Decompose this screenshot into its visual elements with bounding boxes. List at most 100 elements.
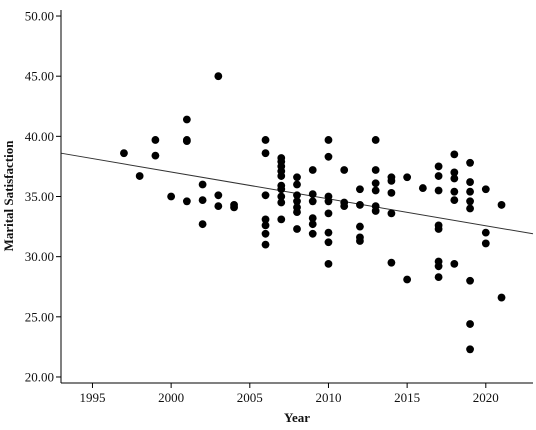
data-point [324, 209, 333, 218]
data-point [403, 275, 412, 284]
x-tick-label: 2000 [158, 390, 184, 405]
data-point [466, 276, 474, 285]
data-point [277, 172, 286, 180]
y-tick-label: 30.00 [25, 249, 54, 264]
data-point [434, 186, 443, 195]
data-point [466, 345, 474, 354]
data-point [466, 158, 474, 167]
y-tick-label: 40.00 [25, 129, 54, 144]
data-point [214, 191, 223, 200]
x-tick-label: 2010 [315, 390, 341, 405]
data-point [356, 237, 364, 245]
data-point [324, 238, 333, 247]
y-tick-label: 45.00 [25, 69, 54, 84]
data-point [466, 197, 474, 206]
data-point [293, 197, 301, 206]
data-point [182, 197, 191, 206]
data-point [387, 176, 396, 185]
data-point [434, 225, 443, 233]
data-point [387, 258, 396, 267]
data-point [293, 191, 301, 200]
data-point [324, 197, 333, 206]
data-point [434, 273, 443, 282]
x-tick-label: 2020 [473, 390, 499, 405]
y-tick-label: 35.00 [25, 189, 54, 204]
data-point [308, 229, 317, 238]
x-tick-label: 1995 [79, 390, 105, 405]
data-point [277, 192, 286, 201]
data-point [277, 198, 286, 207]
data-point [356, 222, 364, 231]
data-point [308, 166, 317, 174]
data-point [466, 320, 474, 328]
data-point [293, 180, 301, 189]
data-point [261, 191, 270, 200]
data-point [324, 136, 333, 144]
data-point [371, 136, 380, 144]
data-point [450, 168, 459, 177]
data-point [261, 136, 270, 144]
data-point [261, 221, 270, 230]
data-point [182, 115, 191, 124]
data-point [151, 136, 160, 144]
data-point [481, 185, 490, 194]
data-point [120, 149, 128, 158]
y-tick-label: 50.00 [25, 9, 54, 24]
data-point [277, 185, 286, 194]
data-point [450, 174, 459, 183]
data-point [481, 239, 490, 248]
data-point [198, 180, 207, 189]
data-point [308, 197, 317, 206]
data-point [434, 262, 443, 271]
data-point [387, 209, 396, 218]
data-point [356, 201, 364, 209]
data-point [466, 187, 474, 196]
data-point [450, 187, 459, 196]
x-axis-title: Year [284, 410, 310, 425]
data-point [450, 150, 459, 159]
data-point [293, 225, 301, 233]
data-point [497, 201, 506, 209]
data-point [371, 207, 380, 215]
y-axis-title: Marital Satisfaction [1, 140, 16, 252]
data-point [403, 173, 412, 182]
data-point [324, 228, 333, 237]
data-point [308, 220, 317, 229]
data-point [434, 162, 443, 171]
y-tick-label: 20.00 [25, 369, 54, 384]
data-point [198, 220, 207, 229]
data-point [340, 166, 349, 174]
data-point [198, 196, 207, 205]
data-point [450, 196, 459, 205]
data-point [261, 215, 270, 224]
data-point [261, 240, 270, 249]
data-point [324, 152, 333, 161]
data-point [340, 202, 349, 211]
data-point [497, 293, 506, 302]
data-point [387, 188, 396, 197]
data-point [450, 259, 459, 268]
data-point [151, 151, 160, 160]
data-point [466, 178, 474, 186]
data-point [135, 172, 144, 180]
data-point [261, 149, 270, 158]
data-point [261, 229, 270, 238]
data-point [277, 215, 286, 224]
x-tick-label: 2015 [394, 390, 420, 405]
data-point [293, 173, 301, 182]
data-point [356, 185, 364, 194]
data-point [182, 137, 191, 146]
data-point [371, 166, 380, 174]
data-point [481, 228, 490, 237]
data-point [214, 72, 223, 81]
x-tick-label: 2005 [237, 390, 263, 405]
data-point [418, 184, 427, 192]
data-point [293, 208, 301, 217]
data-point [371, 179, 380, 188]
data-point [167, 192, 176, 201]
data-point [324, 259, 333, 268]
y-tick-label: 25.00 [25, 309, 54, 324]
data-point [371, 186, 380, 195]
data-point [214, 202, 223, 211]
data-point [466, 204, 474, 213]
